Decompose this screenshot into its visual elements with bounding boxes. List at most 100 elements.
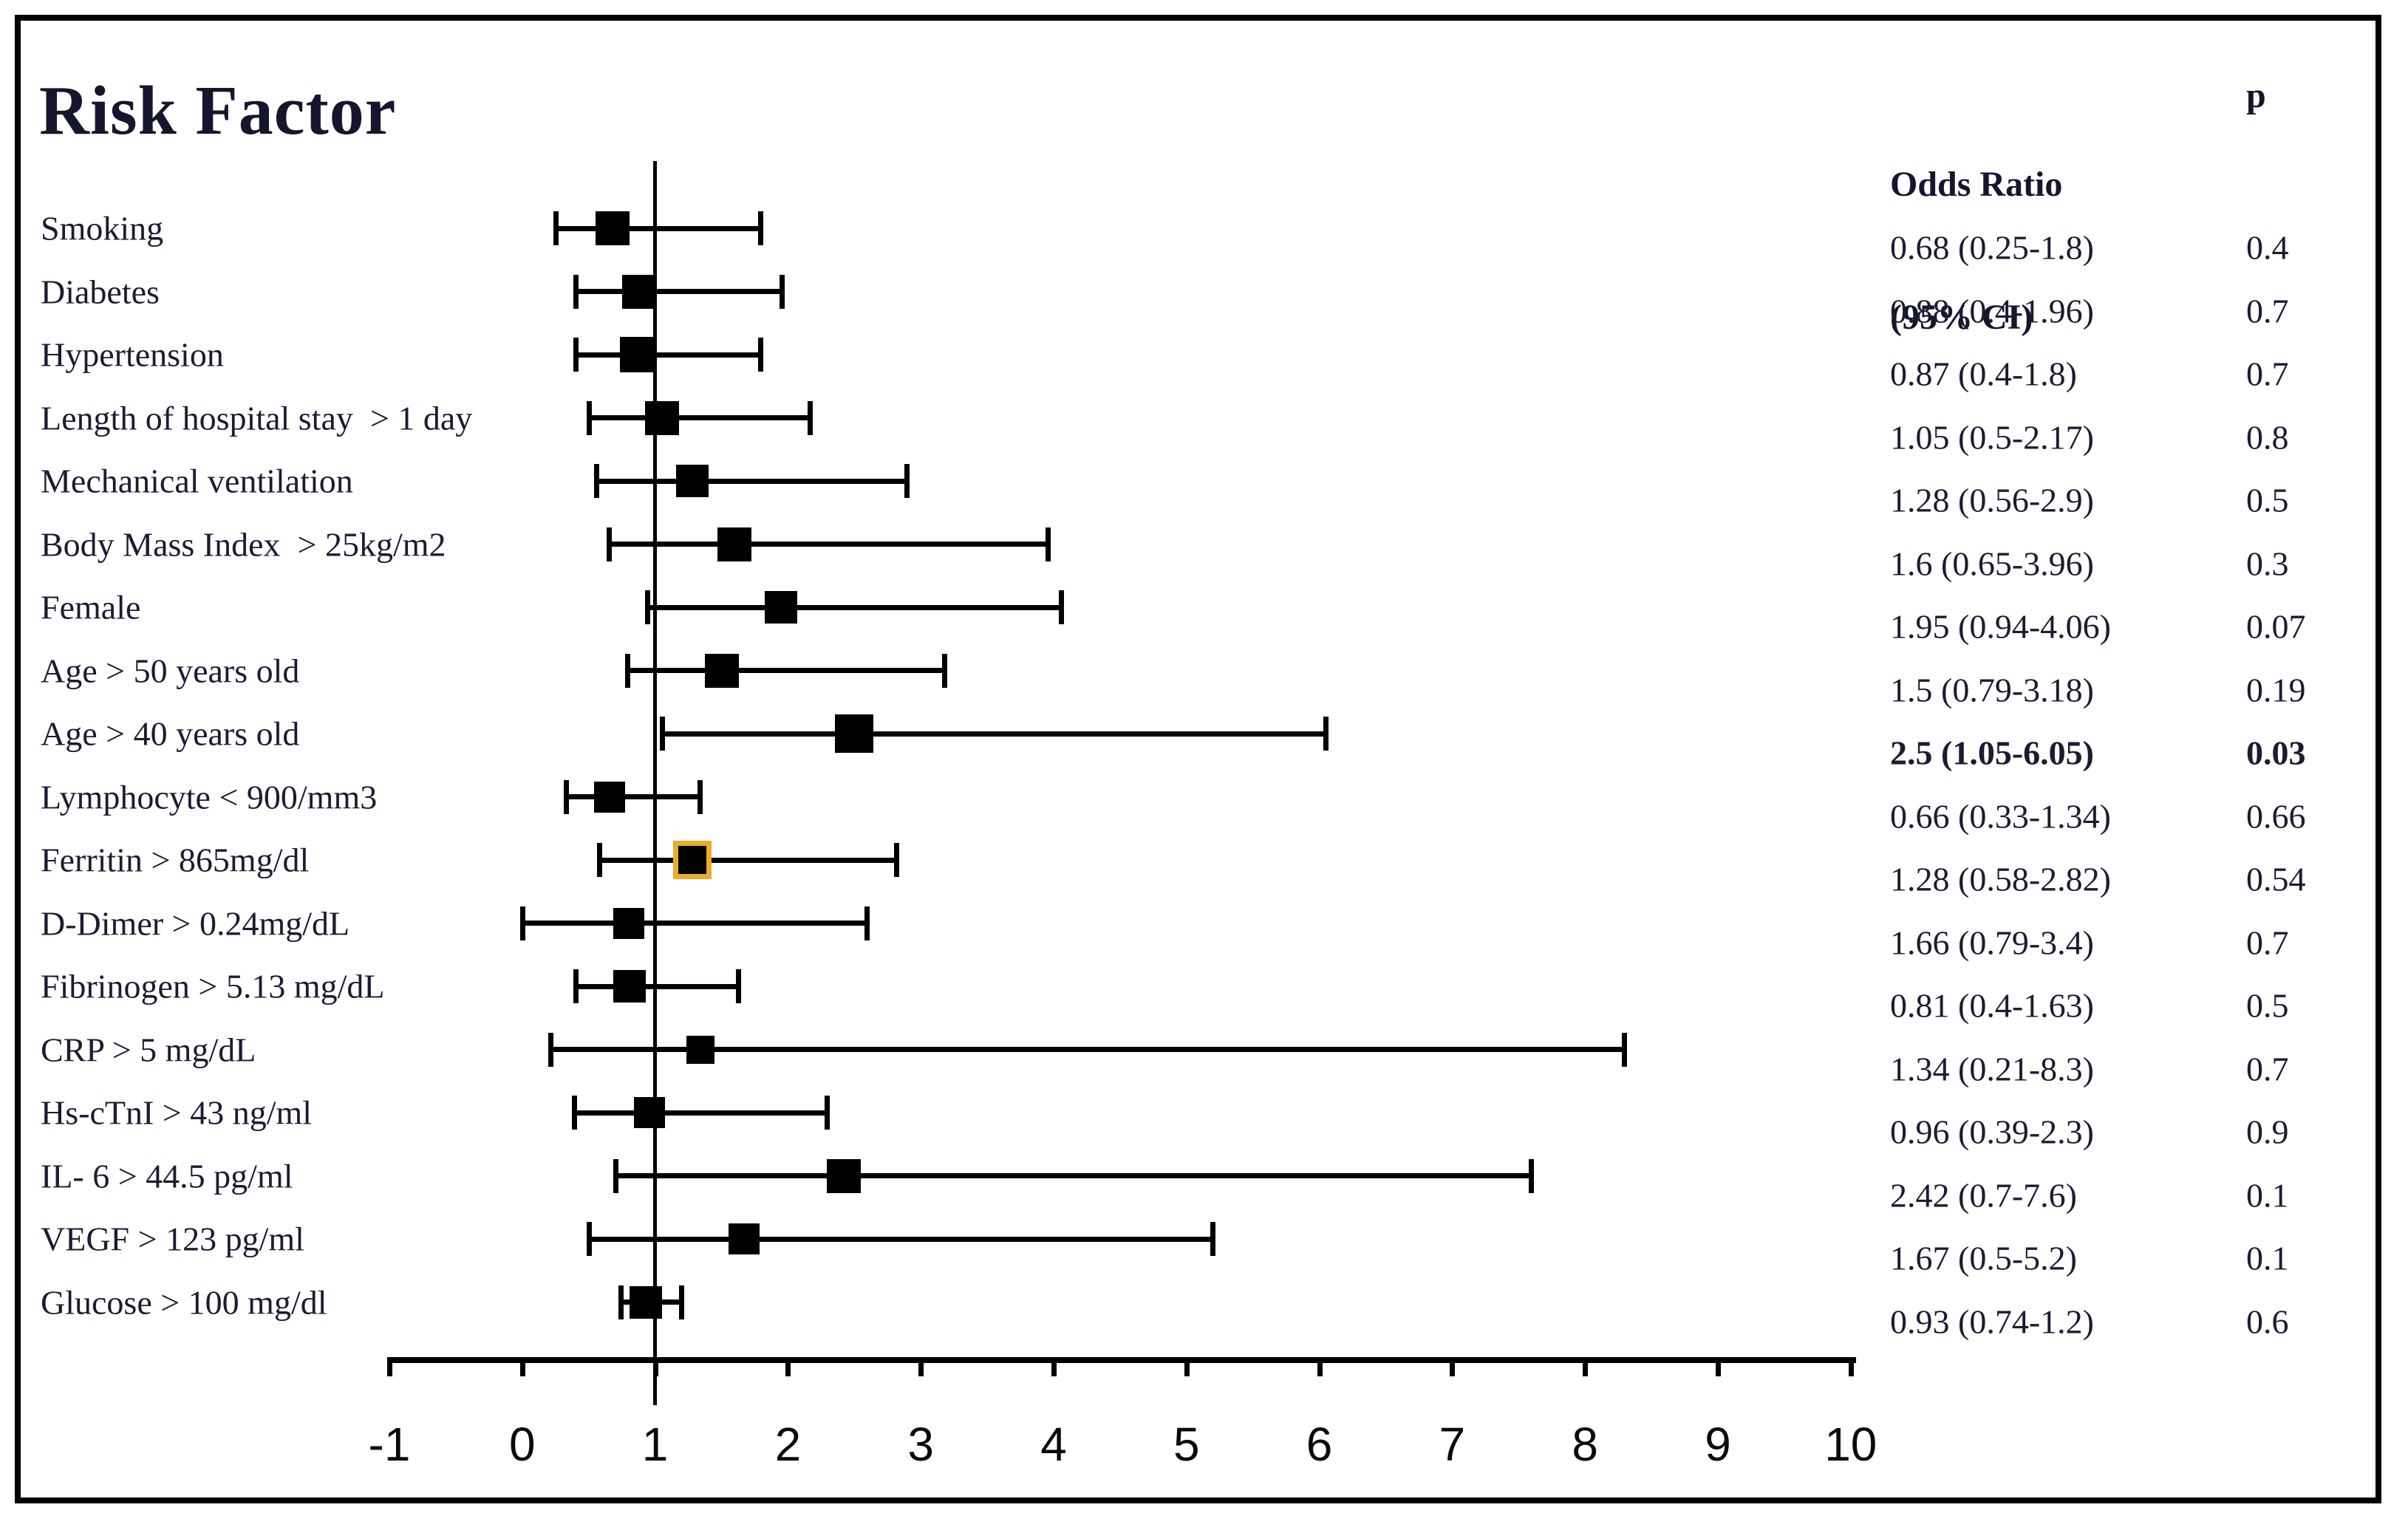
row-label: IL- 6 > 44.5 pg/ml xyxy=(41,1157,293,1195)
odds-ratio-marker xyxy=(835,714,874,753)
odds-ratio-marker xyxy=(613,907,644,939)
ci-whisker-cap-right xyxy=(864,906,870,940)
odds-ratio-value: 0.87 (0.4-1.8) xyxy=(1890,355,2077,393)
ci-whisker-line xyxy=(588,1236,1213,1242)
p-value: 0.19 xyxy=(2246,671,2306,708)
odds-ratio-value: 1.66 (0.79-3.4) xyxy=(1890,923,2094,961)
p-value: 0.07 xyxy=(2246,607,2306,646)
odds-ratio-marker xyxy=(675,465,709,497)
p-value: 0.54 xyxy=(2246,860,2306,898)
odds-ratio-value: 1.5 (0.79-3.18) xyxy=(1890,671,2094,708)
row-label: Hypertension xyxy=(41,335,224,374)
odds-ratio-value: 2.42 (0.7-7.6) xyxy=(1890,1176,2077,1214)
ci-whisker-cap-right xyxy=(1058,590,1064,624)
ci-whisker-cap-right xyxy=(807,400,813,435)
ci-whisker-line xyxy=(627,668,945,673)
figure-border-frame xyxy=(15,15,2381,1503)
x-axis-tick-label: -1 xyxy=(368,1418,411,1471)
x-axis-tick-label: 5 xyxy=(1173,1418,1200,1471)
ci-whisker-cap-left xyxy=(659,717,665,751)
ci-whisker-line xyxy=(573,1110,828,1116)
odds-ratio-marker xyxy=(630,1285,662,1319)
x-axis-tick-label: 0 xyxy=(509,1418,536,1471)
odds-ratio-value: 1.67 (0.5-5.2) xyxy=(1890,1239,2077,1277)
odds-ratio-column-header: Odds Ratio (95% CI) xyxy=(1890,74,2062,428)
odds-ratio-value: 2.5 (1.05-6.05) xyxy=(1890,734,2094,772)
odds-ratio-marker xyxy=(622,274,657,309)
figure-title: Risk Factor xyxy=(39,72,397,149)
p-value: 0.9 xyxy=(2246,1113,2289,1151)
ci-whisker-cap-left xyxy=(613,1158,618,1193)
p-value: 0.4 xyxy=(2246,228,2289,267)
p-value-column-header: p xyxy=(2246,76,2266,115)
ci-whisker-line xyxy=(550,1047,1626,1052)
p-value: 0.7 xyxy=(2246,1050,2289,1087)
ci-whisker-cap-left xyxy=(519,906,525,940)
x-axis-tick xyxy=(1848,1357,1854,1376)
odds-ratio-value: 1.34 (0.21-8.3) xyxy=(1890,1050,2094,1087)
ci-whisker-cap-left xyxy=(606,527,612,561)
odds-ratio-marker xyxy=(594,781,626,813)
odds-ratio-value: 0.66 (0.33-1.34) xyxy=(1890,797,2111,835)
row-label: Fibrinogen > 5.13 mg/dL xyxy=(41,967,385,1005)
row-label: Ferritin > 865mg/dl xyxy=(41,841,310,879)
ci-whisker-cap-left xyxy=(624,653,630,688)
ci-whisker-line xyxy=(647,604,1062,610)
p-value: 0.7 xyxy=(2246,923,2289,961)
ci-whisker-line xyxy=(599,857,897,863)
row-label: Glucose > 100 mg/dl xyxy=(41,1283,327,1321)
ci-whisker-line xyxy=(522,921,868,926)
row-label: Lymphocyte < 900/mm3 xyxy=(41,778,378,816)
ci-whisker-line xyxy=(555,225,762,231)
p-value: 0.5 xyxy=(2246,481,2289,519)
odds-ratio-marker xyxy=(729,1223,760,1254)
reference-line xyxy=(653,161,658,1405)
x-axis-tick-label: 4 xyxy=(1040,1418,1067,1471)
ci-whisker-line xyxy=(615,1173,1532,1178)
row-label: D-Dimer > 0.24mg/dL xyxy=(41,904,350,942)
p-value: 0.7 xyxy=(2246,355,2289,393)
ci-whisker-cap-right xyxy=(1529,1158,1535,1193)
odds-ratio-marker xyxy=(704,653,739,688)
ci-whisker-cap-right xyxy=(758,211,764,245)
p-value: 0.03 xyxy=(2246,734,2306,772)
x-axis-tick xyxy=(1184,1357,1190,1376)
ci-whisker-cap-right xyxy=(941,653,947,688)
ci-whisker-line xyxy=(596,478,908,484)
x-axis-tick xyxy=(652,1357,658,1376)
x-axis-tick xyxy=(918,1357,924,1376)
x-axis-tick-label: 8 xyxy=(1572,1418,1598,1471)
row-label: Hs-cTnI > 43 ng/ml xyxy=(41,1093,313,1132)
row-label: Diabetes xyxy=(41,273,160,310)
ci-whisker-cap-right xyxy=(678,1285,684,1319)
ci-whisker-cap-left xyxy=(548,1032,553,1067)
x-axis-tick xyxy=(1317,1357,1323,1376)
ci-whisker-cap-right xyxy=(758,338,764,372)
x-axis-tick xyxy=(1583,1357,1589,1376)
p-value: 0.6 xyxy=(2246,1302,2289,1340)
row-label: Female xyxy=(41,588,141,626)
odds-ratio-value: 0.88 (0.4-1.96) xyxy=(1890,292,2094,329)
x-axis-tick-label: 1 xyxy=(641,1418,669,1471)
row-label: Age > 40 years old xyxy=(41,714,300,753)
odds-ratio-marker xyxy=(620,337,656,372)
ci-whisker-cap-left xyxy=(571,1096,577,1130)
ci-whisker-cap-left xyxy=(573,338,579,372)
p-value: 0.8 xyxy=(2246,418,2289,456)
odds-ratio-marker xyxy=(686,1035,714,1064)
odds-ratio-value: 1.28 (0.58-2.82) xyxy=(1890,860,2111,898)
odds-ratio-header-line1: Odds Ratio xyxy=(1890,165,2063,204)
x-axis-tick-label: 9 xyxy=(1705,1418,1731,1471)
p-value: 0.1 xyxy=(2246,1239,2289,1277)
row-label: Length of hospital stay > 1 day xyxy=(41,399,473,437)
ci-whisker-line xyxy=(575,289,783,294)
ci-whisker-cap-right xyxy=(697,779,703,814)
ci-whisker-cap-left xyxy=(564,779,570,814)
p-value: 0.7 xyxy=(2246,292,2289,329)
ci-whisker-cap-left xyxy=(573,274,579,309)
odds-ratio-value: 0.93 (0.74-1.2) xyxy=(1890,1302,2094,1340)
x-axis-tick xyxy=(785,1357,791,1376)
p-value: 0.66 xyxy=(2246,797,2306,835)
odds-ratio-value: 1.28 (0.56-2.9) xyxy=(1890,481,2094,519)
